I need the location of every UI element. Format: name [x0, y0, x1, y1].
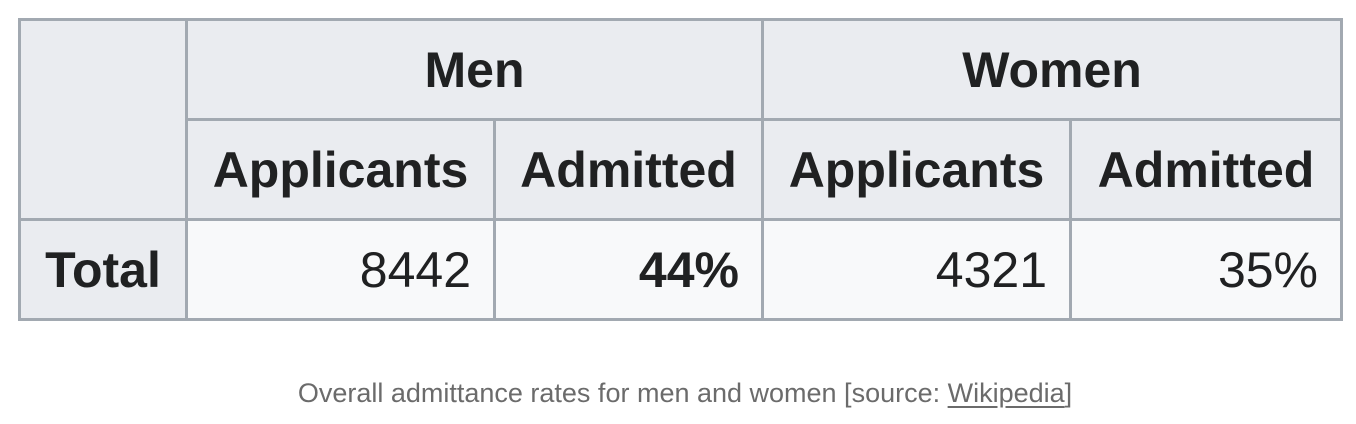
wikipedia-link[interactable]: Wikipedia	[947, 378, 1065, 408]
table-row: Total 8442 44% 4321 35%	[18, 218, 1344, 321]
cell-men-admitted: 44%	[493, 218, 764, 321]
cell-women-applicants: 4321	[761, 218, 1072, 321]
header-men-applicants: Applicants	[185, 118, 496, 221]
header-men-admitted: Admitted	[493, 118, 764, 221]
cell-women-admitted: 35%	[1068, 218, 1344, 321]
header-women-admitted: Admitted	[1068, 118, 1344, 221]
admissions-table: Men Women Applicants Admitted Applicants…	[18, 18, 1344, 321]
row-label-total: Total	[18, 218, 188, 321]
corner-cell	[18, 18, 188, 221]
group-header-women: Women	[760, 18, 1344, 121]
subheader-row: Applicants Admitted Applicants Admitted	[20, 118, 1344, 221]
group-header-men: Men	[185, 18, 764, 121]
table-caption: Overall admittance rates for men and wom…	[0, 378, 1356, 409]
cell-men-applicants: 8442	[185, 218, 496, 321]
caption-prefix: Overall admittance rates for men and wom…	[297, 378, 948, 408]
header-women-applicants: Applicants	[761, 118, 1072, 221]
group-header-row: Men Women	[18, 18, 1344, 221]
caption-suffix: ]	[1064, 378, 1073, 408]
